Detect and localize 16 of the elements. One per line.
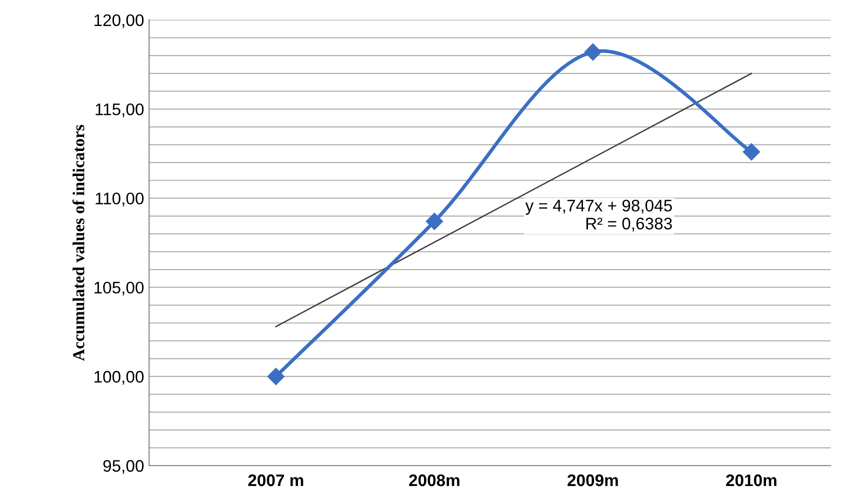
- point: [267, 368, 284, 386]
- y-tick-label: 120,00: [94, 14, 144, 28]
- point: [426, 212, 443, 230]
- x-tick-label: 2007 m: [248, 474, 304, 486]
- y-tick-label: 115,00: [96, 103, 144, 118]
- y-tick-label: 110,00: [96, 192, 144, 206]
- point: [742, 143, 760, 160]
- x-tick-label: 2008m: [409, 474, 460, 486]
- y-tick-label: 95,00: [103, 460, 144, 474]
- annotation: y = 4,747x + 98,045 R² = 0,6383: [525, 200, 672, 232]
- point: [584, 43, 602, 61]
- x-tick-label: 2009m: [568, 474, 618, 486]
- y-tick-label: 105,00: [94, 282, 144, 296]
- y-tick-label: 100,00: [94, 370, 144, 385]
- y-axis-title: Accumulated values of indicators: [72, 124, 84, 361]
- x-tick-label: 2010m: [726, 474, 776, 486]
